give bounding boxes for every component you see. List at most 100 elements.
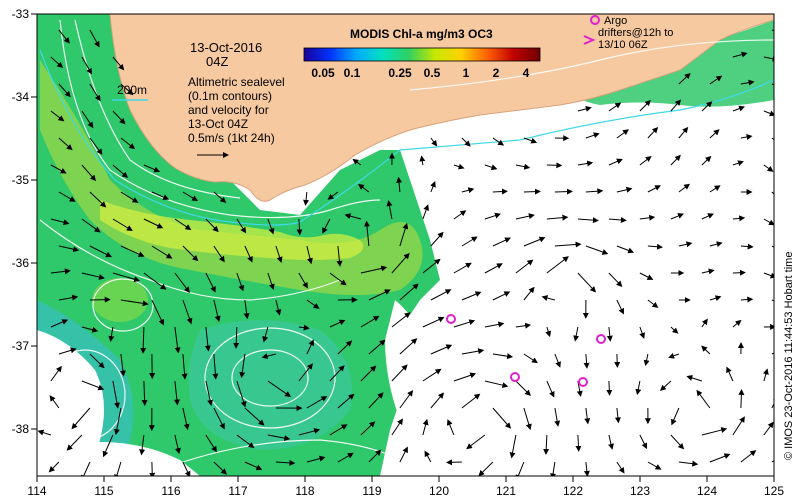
velocity-arrow [120, 245, 145, 257]
velocity-arrow [296, 218, 303, 236]
colorbar-tick-label: 1 [463, 66, 470, 80]
velocity-arrow [391, 418, 403, 436]
colorbar-tick-label: 0.5 [424, 66, 441, 80]
velocity-arrow [306, 455, 326, 463]
velocity-arrow [670, 99, 682, 112]
colorbar-title: MODIS Chl-a mg/m3 OC3 [350, 27, 493, 41]
velocity-arrow [151, 191, 170, 200]
velocity-arrow [585, 188, 604, 195]
velocity-arrow [738, 388, 745, 409]
velocity-arrow [732, 105, 746, 112]
altimetry-legend-line: 13-Oct 04Z [188, 117, 248, 131]
velocity-arrow [58, 191, 76, 202]
velocity-arrow [732, 319, 742, 328]
velocity-arrow [461, 393, 481, 409]
velocity-arrow [422, 316, 445, 328]
velocity-arrow [701, 318, 708, 328]
velocity-arrow [112, 380, 120, 409]
velocity-arrow [306, 245, 313, 265]
velocity-arrow [120, 137, 136, 150]
velocity-arrow [71, 407, 91, 430]
velocity-arrow [275, 299, 282, 316]
velocity-arrow [244, 407, 265, 426]
y-tick-label: -33 [12, 7, 30, 21]
velocity-arrow [108, 326, 115, 343]
velocity-arrow [298, 324, 310, 331]
velocity-arrow [726, 366, 734, 382]
velocity-arrow [639, 326, 645, 339]
velocity-arrow [616, 186, 633, 193]
velocity-arrow [577, 160, 594, 167]
velocity-arrow [430, 392, 445, 409]
velocity-arrow [50, 218, 70, 226]
velocity-arrow [329, 272, 347, 286]
velocity-arrow [81, 380, 105, 391]
velocity-arrow [174, 434, 181, 455]
velocity-arrow [344, 213, 362, 220]
velocity-arrow [523, 407, 532, 431]
velocity-arrow [422, 418, 429, 436]
velocity-arrow [58, 245, 80, 253]
altimetry-legend-line: (0.1m contours) [188, 89, 272, 103]
velocity-arrow [678, 72, 691, 85]
velocity-arrow [89, 83, 101, 102]
velocity-arrow [368, 449, 382, 463]
velocity-arrow [50, 56, 64, 69]
contour-legend-label: 200m [117, 83, 147, 97]
velocity-arrow [492, 291, 511, 301]
velocity-arrow [50, 365, 62, 382]
velocity-arrow [523, 286, 535, 301]
velocity-arrow [573, 326, 580, 342]
velocity-arrow [701, 155, 712, 166]
velocity-arrow [213, 299, 221, 323]
velocity-arrow [213, 407, 225, 430]
cloud-patch-mid [385, 300, 430, 420]
velocity-arrow [236, 434, 255, 449]
velocity-arrow [233, 326, 240, 349]
velocity-arrow [143, 218, 164, 229]
velocity-arrow [546, 256, 569, 274]
velocity-arrow [244, 461, 263, 471]
velocity-arrow [81, 164, 97, 182]
velocity-arrow [575, 434, 582, 452]
velocity-arrow [616, 461, 625, 474]
velocity-arrow [554, 407, 561, 427]
velocity-arrow [762, 368, 769, 382]
velocity-arrow [446, 419, 455, 436]
velocity-arrow [430, 289, 452, 301]
y-tick-label: -36 [12, 256, 30, 270]
velocity-arrow [112, 218, 133, 231]
velocity-arrow [430, 137, 438, 147]
velocity-arrow [701, 101, 713, 112]
velocity-arrow [701, 213, 714, 220]
velocity-arrow [336, 245, 343, 267]
velocity-arrow [430, 181, 436, 193]
velocity-arrow [659, 380, 672, 392]
velocity-arrow [616, 299, 624, 315]
x-tick-label: 125 [764, 484, 784, 498]
velocity-arrow [577, 217, 599, 224]
velocity-arrow [484, 321, 505, 328]
velocity-arrow [327, 191, 339, 200]
velocity-arrow [461, 348, 485, 355]
velocity-arrow [262, 326, 269, 343]
velocity-arrow [50, 164, 67, 174]
altimetry-legend-line: and velocity for [188, 103, 269, 117]
velocity-arrow [740, 296, 754, 303]
velocity-arrow [701, 427, 728, 436]
velocity-arrow [120, 299, 149, 307]
velocity-arrow [515, 322, 532, 329]
velocity-arrow [639, 214, 656, 221]
velocity-arrow [606, 380, 613, 396]
velocity-arrow [182, 407, 190, 431]
velocity-arrow [364, 220, 370, 247]
velocity-arrow [492, 353, 514, 360]
bloom-band-bright [100, 200, 364, 260]
y-tick-label: -34 [12, 90, 30, 104]
velocity-arrow [368, 289, 391, 301]
velocity-arrow [523, 188, 541, 195]
colorbar-ticks: 0.05 0.1 0.25 0.5 1 2 4 [311, 66, 529, 80]
velocity-arrow [453, 163, 465, 170]
